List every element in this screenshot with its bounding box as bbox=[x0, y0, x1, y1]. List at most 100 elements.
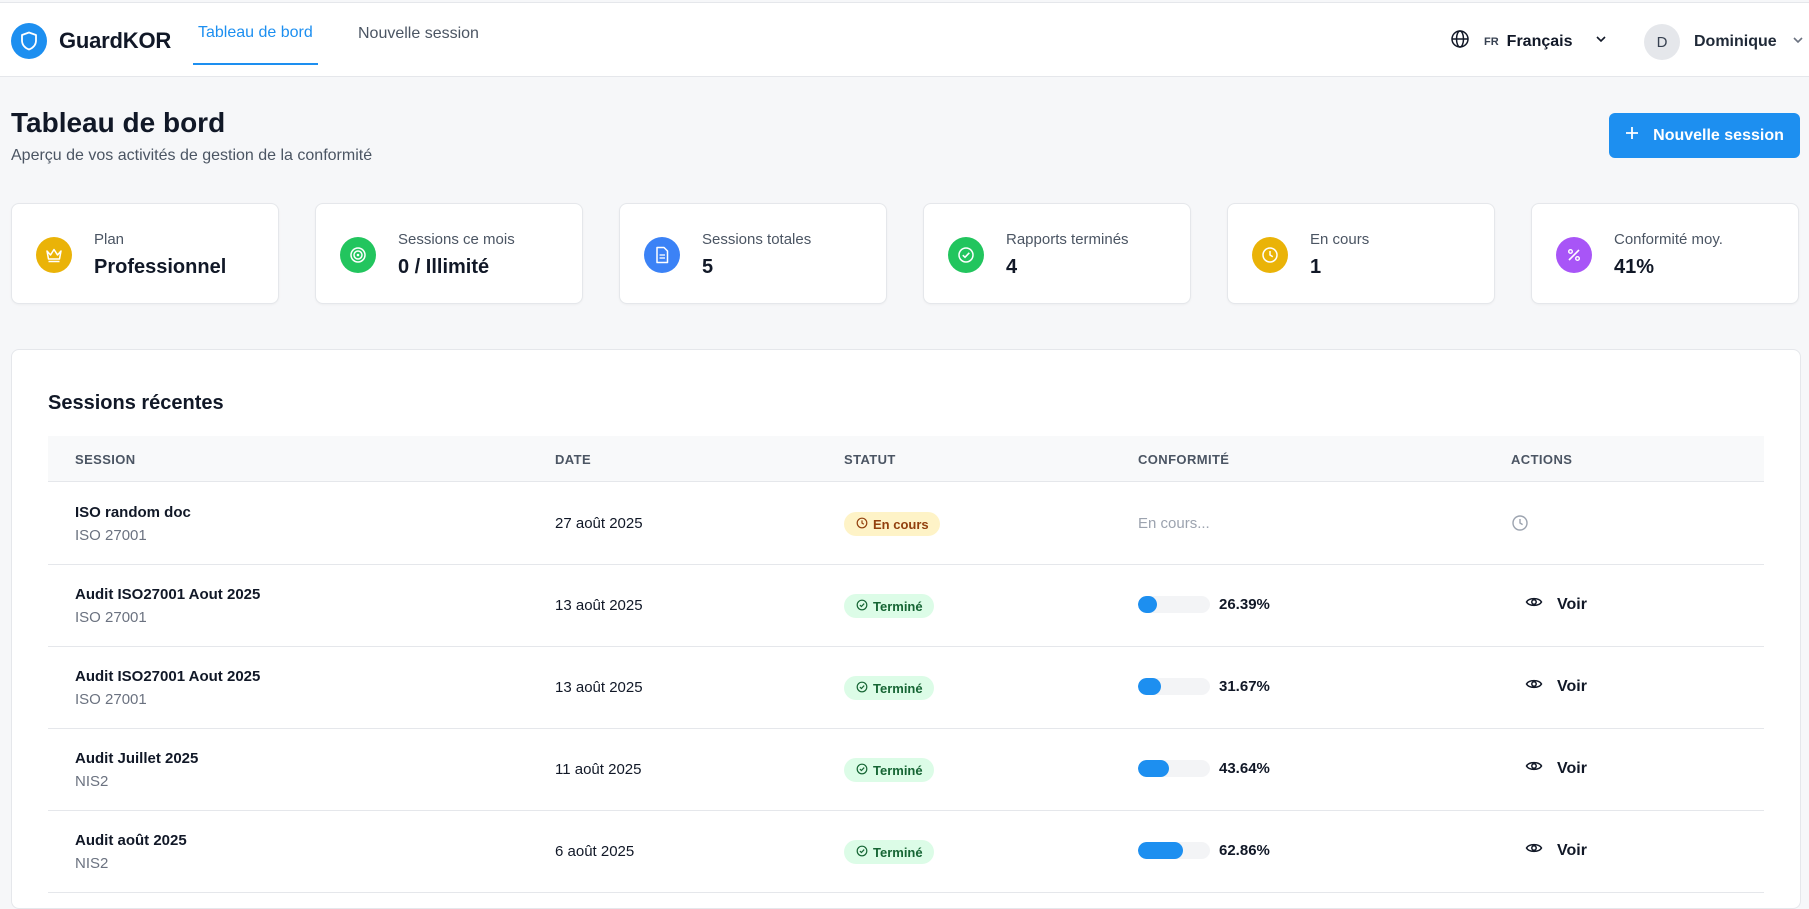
session-standard: ISO 27001 bbox=[75, 527, 147, 544]
user-name: Dominique bbox=[1694, 33, 1777, 50]
user-menu[interactable]: D Dominique bbox=[1644, 24, 1805, 60]
eye-icon bbox=[1525, 759, 1543, 778]
column-header-compliance: CONFORMITÉ bbox=[1138, 452, 1230, 467]
table-row: ISO random doc ISO 27001 27 août 2025 En… bbox=[48, 483, 1764, 565]
eye-icon bbox=[1525, 595, 1543, 614]
chevron-down-icon bbox=[1791, 33, 1805, 52]
progress-bar bbox=[1138, 760, 1210, 777]
view-button-label: Voir bbox=[1557, 841, 1587, 859]
stat-card-avg-compliance: Conformité moy. 41% bbox=[1531, 203, 1799, 304]
globe-icon bbox=[1450, 29, 1470, 54]
stat-label: Conformité moy. bbox=[1614, 231, 1723, 248]
page-title: Tableau de bord bbox=[11, 107, 226, 138]
stat-label: En cours bbox=[1310, 231, 1370, 248]
stat-card-total-sessions: Sessions totales 5 bbox=[619, 203, 887, 304]
progress-fill bbox=[1138, 678, 1161, 695]
compliance-value: 26.39% bbox=[1219, 596, 1270, 613]
status-badge: Terminé bbox=[844, 758, 934, 782]
stat-label: Sessions ce mois bbox=[398, 231, 515, 248]
page-subtitle: Aperçu de vos activités de gestion de la… bbox=[11, 147, 373, 164]
tab-new-session[interactable]: Nouvelle session bbox=[358, 25, 479, 42]
check-circle-icon bbox=[948, 237, 984, 273]
column-header-status: STATUT bbox=[844, 452, 896, 467]
language-name: Français bbox=[1506, 32, 1573, 50]
compliance-meter: 31.67% bbox=[1138, 678, 1270, 695]
tab-dashboard[interactable]: Tableau de bord bbox=[193, 3, 318, 65]
compliance-value: 62.86% bbox=[1219, 842, 1270, 859]
check-circle-icon bbox=[856, 763, 868, 778]
view-button-label: Voir bbox=[1557, 677, 1587, 695]
column-header-actions: ACTIONS bbox=[1511, 452, 1573, 467]
stat-card-in-progress: En cours 1 bbox=[1227, 203, 1495, 304]
stat-value: 1 bbox=[1310, 256, 1322, 278]
session-name: Audit août 2025 bbox=[75, 832, 187, 849]
stat-value: 4 bbox=[1006, 256, 1018, 278]
clock-icon bbox=[856, 517, 868, 532]
percent-icon bbox=[1556, 237, 1592, 273]
recent-sessions-title: Sessions récentes bbox=[48, 392, 224, 414]
plus-icon bbox=[1625, 126, 1639, 145]
clock-icon bbox=[1511, 514, 1529, 537]
target-icon bbox=[340, 237, 376, 273]
table-row: Audit août 2025 NIS2 6 août 2025 Terminé… bbox=[48, 811, 1764, 893]
app-logo[interactable]: GuardKOR bbox=[11, 23, 171, 59]
status-label: Terminé bbox=[873, 680, 923, 696]
progress-fill bbox=[1138, 596, 1157, 613]
check-circle-icon bbox=[856, 845, 868, 860]
session-date: 27 août 2025 bbox=[555, 515, 643, 532]
stat-card-plan: Plan Professionnel bbox=[11, 203, 279, 304]
table-row: Audit ISO27001 Aout 2025 ISO 27001 13 ao… bbox=[48, 647, 1764, 729]
compliance-meter: 62.86% bbox=[1138, 842, 1270, 859]
status-label: Terminé bbox=[873, 844, 923, 860]
status-label: Terminé bbox=[873, 598, 923, 614]
eye-icon bbox=[1525, 677, 1543, 696]
progress-fill bbox=[1138, 842, 1184, 859]
column-header-date: DATE bbox=[555, 452, 592, 467]
compliance-pending: En cours... bbox=[1138, 515, 1210, 532]
status-badge: En cours bbox=[844, 512, 940, 536]
view-button[interactable]: Voir bbox=[1525, 595, 1587, 614]
session-standard: ISO 27001 bbox=[75, 609, 147, 626]
view-button-label: Voir bbox=[1557, 595, 1587, 613]
new-session-button[interactable]: Nouvelle session bbox=[1609, 113, 1800, 158]
view-button[interactable]: Voir bbox=[1525, 841, 1587, 860]
session-date: 6 août 2025 bbox=[555, 843, 635, 860]
status-badge: Terminé bbox=[844, 594, 934, 618]
stat-value: 0 / Illimité bbox=[398, 256, 490, 278]
document-icon bbox=[644, 237, 680, 273]
session-standard: NIS2 bbox=[75, 855, 109, 872]
language-selector[interactable]: FR Français bbox=[1450, 29, 1608, 54]
top-bar: GuardKOR Tableau de bord Nouvelle sessio… bbox=[0, 2, 1809, 77]
stat-label: Plan bbox=[94, 231, 125, 248]
view-button-label: Voir bbox=[1557, 759, 1587, 777]
session-date: 11 août 2025 bbox=[555, 761, 642, 778]
stat-value: 41% bbox=[1614, 256, 1655, 278]
crown-icon bbox=[36, 237, 72, 273]
compliance-value: 31.67% bbox=[1219, 678, 1270, 695]
recent-sessions-panel: Sessions récentes SESSION DATE STATUT CO… bbox=[11, 349, 1801, 909]
session-name: ISO random doc bbox=[75, 504, 191, 521]
session-standard: ISO 27001 bbox=[75, 691, 147, 708]
view-button[interactable]: Voir bbox=[1525, 677, 1587, 696]
chevron-down-icon bbox=[1594, 32, 1608, 51]
view-button[interactable]: Voir bbox=[1525, 759, 1587, 778]
session-name: Audit ISO27001 Aout 2025 bbox=[75, 586, 261, 603]
status-label: En cours bbox=[873, 516, 929, 532]
stat-value: Professionnel bbox=[94, 256, 227, 278]
eye-icon bbox=[1525, 841, 1543, 860]
session-date: 13 août 2025 bbox=[555, 597, 643, 614]
progress-fill bbox=[1138, 760, 1170, 777]
stat-value: 5 bbox=[702, 256, 714, 278]
app-name: GuardKOR bbox=[59, 28, 172, 53]
progress-bar bbox=[1138, 842, 1210, 859]
stat-card-reports-done: Rapports terminés 4 bbox=[923, 203, 1191, 304]
stat-card-sessions-month: Sessions ce mois 0 / Illimité bbox=[315, 203, 583, 304]
compliance-meter: 26.39% bbox=[1138, 596, 1270, 613]
check-circle-icon bbox=[856, 599, 868, 614]
check-circle-icon bbox=[856, 681, 868, 696]
avatar: D bbox=[1644, 24, 1680, 60]
status-badge: Terminé bbox=[844, 840, 934, 864]
session-standard: NIS2 bbox=[75, 773, 109, 790]
status-label: Terminé bbox=[873, 762, 923, 778]
progress-bar bbox=[1138, 678, 1210, 695]
